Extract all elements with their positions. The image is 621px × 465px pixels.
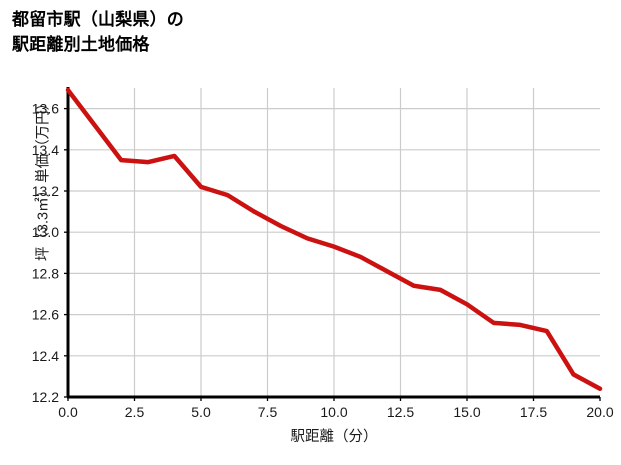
y-tick-label: 12.8 xyxy=(32,265,59,281)
tick-marks xyxy=(64,107,601,401)
x-tick-labels: 0.0 2.5 5.0 7.5 10.0 12.5 15.0 17.5 20.0 xyxy=(58,404,614,420)
y-tick-label: 12.4 xyxy=(32,348,59,364)
x-tick-label: 5.0 xyxy=(191,404,211,420)
x-axis-label: 駅距離（分） xyxy=(290,429,378,445)
x-tick-label: 2.5 xyxy=(125,404,145,420)
x-tick-label: 20.0 xyxy=(586,404,613,420)
data-series-line xyxy=(65,87,603,392)
y-tick-label: 13.2 xyxy=(32,183,59,199)
x-tick-label: 10.0 xyxy=(320,404,347,420)
y-tick-label: 13.0 xyxy=(32,224,59,240)
y-tick-label: 13.6 xyxy=(32,101,59,117)
grid-lines xyxy=(68,88,600,398)
chart-title: 都留市駅（山梨県）の 駅距離別土地価格 xyxy=(12,10,184,54)
y-tick-label: 12.2 xyxy=(32,389,59,405)
y-tick-label: 13.4 xyxy=(32,142,59,158)
x-tick-label: 7.5 xyxy=(258,404,278,420)
x-tick-label: 12.5 xyxy=(387,404,414,420)
y-tick-label: 12.6 xyxy=(32,307,59,323)
x-tick-label: 15.0 xyxy=(453,404,480,420)
axis-spines xyxy=(66,87,600,399)
x-tick-label: 0.0 xyxy=(58,404,78,420)
y-tick-labels: 12.2 12.4 12.6 12.8 13.0 13.2 13.4 13.6 xyxy=(32,101,59,405)
x-tick-label: 17.5 xyxy=(520,404,547,420)
